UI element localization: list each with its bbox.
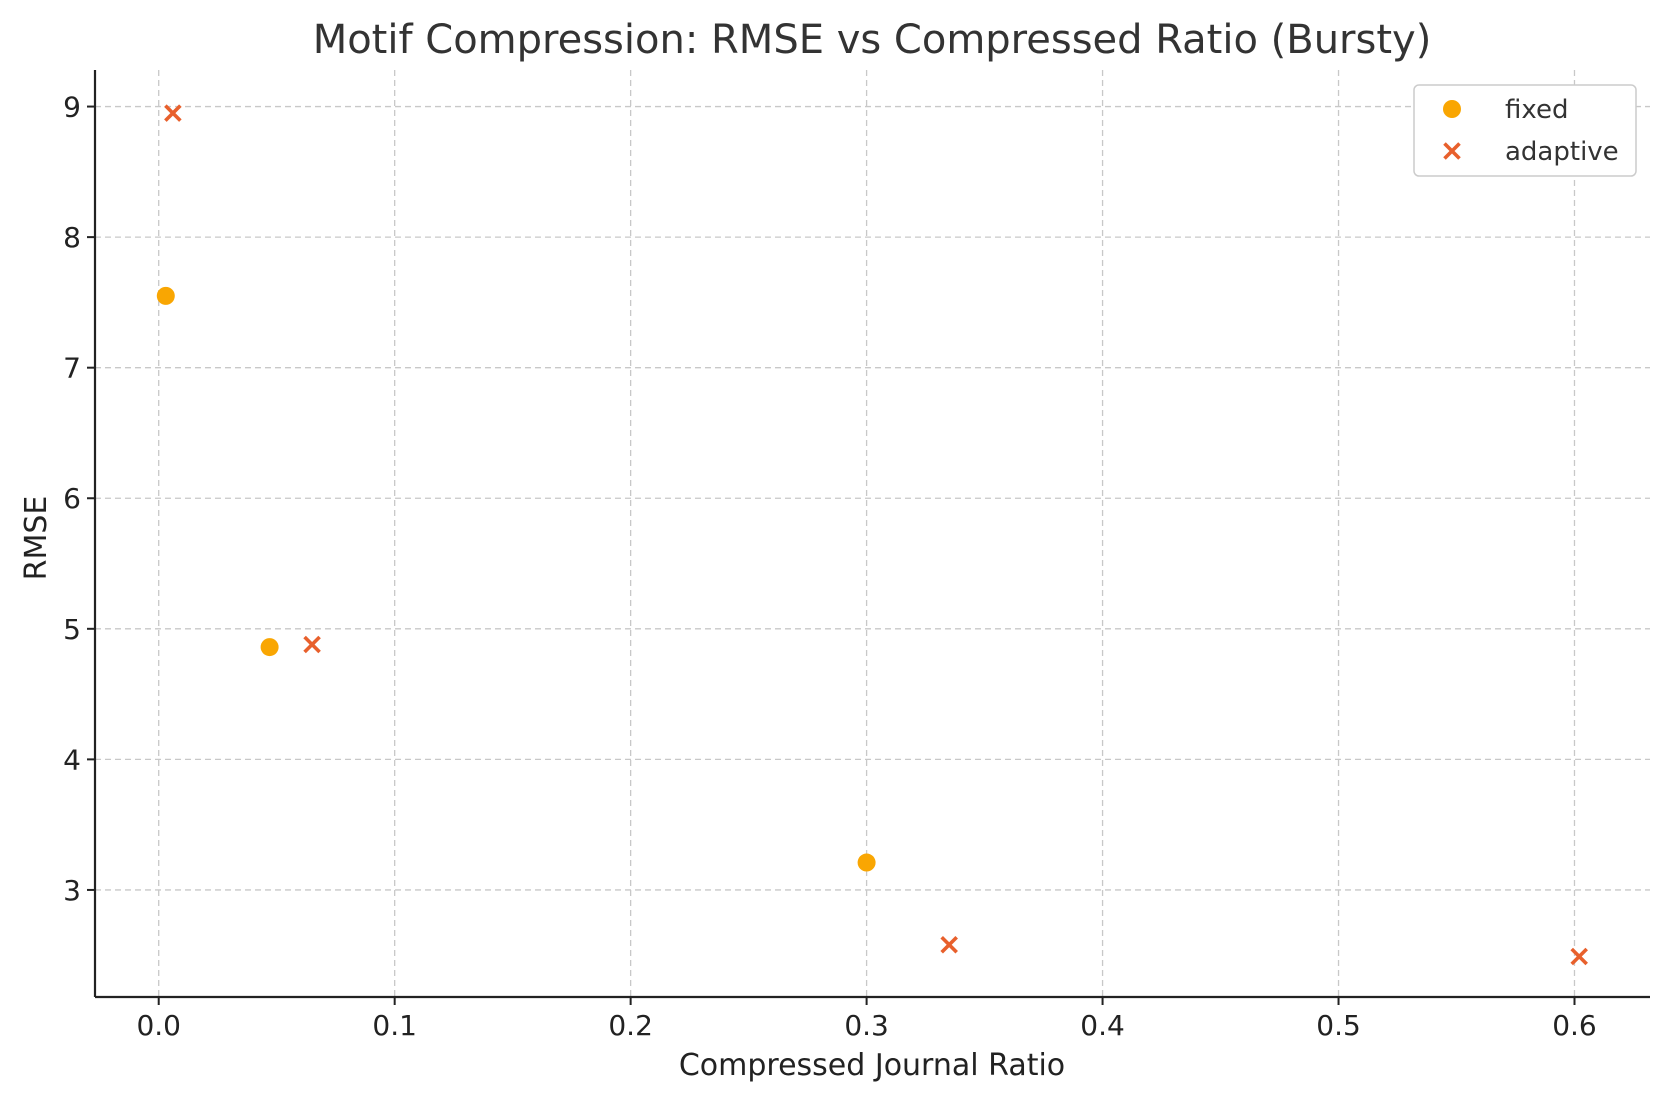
y-tick-label: 7 xyxy=(63,352,81,385)
legend-box xyxy=(1413,84,1637,177)
legend: fixed adaptive xyxy=(1413,84,1637,177)
y-tick-label: 9 xyxy=(63,91,81,124)
x-tick-label: 0.2 xyxy=(608,1009,653,1042)
adaptive-point xyxy=(164,104,182,122)
chart-title: Motif Compression: RMSE vs Compressed Ra… xyxy=(313,17,1432,63)
fixed-point xyxy=(260,638,279,657)
y-tick-label: 8 xyxy=(63,221,81,254)
x-tick-label: 0.0 xyxy=(136,1009,181,1042)
y-tick-label: 5 xyxy=(63,613,81,646)
legend-marker-adaptive xyxy=(1443,142,1461,160)
x-tick-label: 0.1 xyxy=(372,1009,417,1042)
grid-lines xyxy=(95,70,1650,997)
fixed-point xyxy=(857,853,876,872)
legend-label-fixed: fixed xyxy=(1505,95,1568,125)
x-tick-label: 0.5 xyxy=(1316,1009,1361,1042)
adaptive-point xyxy=(303,635,321,654)
data-points xyxy=(156,104,1588,966)
axes xyxy=(93,70,1650,999)
ticks: 0.0 0.1 0.2 0.3 0.4 0.5 0.6 3 4 5 6 7 8 9 xyxy=(63,91,1597,1042)
x-axis-label: Compressed Journal Ratio xyxy=(679,1048,1065,1083)
y-tick-label: 3 xyxy=(63,874,81,907)
x-tick-label: 0.3 xyxy=(844,1009,889,1042)
y-axis-label: RMSE xyxy=(19,496,54,581)
fixed-point xyxy=(156,286,175,305)
legend-marker-fixed xyxy=(1443,100,1461,118)
adaptive-point xyxy=(1570,947,1588,966)
adaptive-point xyxy=(940,936,958,954)
y-tick-label: 4 xyxy=(63,743,81,776)
legend-label-adaptive: adaptive xyxy=(1505,137,1619,167)
x-tick-label: 0.4 xyxy=(1080,1009,1125,1042)
x-tick-label: 0.6 xyxy=(1552,1009,1597,1042)
y-tick-label: 6 xyxy=(63,482,81,515)
